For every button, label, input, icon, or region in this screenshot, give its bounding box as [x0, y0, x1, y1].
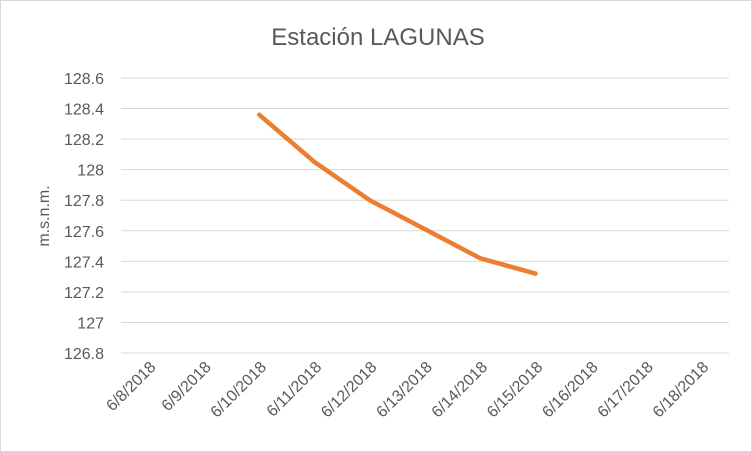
- x-tick-label: 6/9/2018: [159, 359, 215, 415]
- x-tick-label: 6/14/2018: [429, 359, 491, 421]
- y-tick-label: 127.2: [64, 285, 104, 302]
- chart-title: Estación LAGUNAS: [271, 24, 484, 51]
- y-tick-label: 128.2: [64, 132, 104, 149]
- y-tick-label: 127.4: [64, 254, 104, 271]
- y-tick-label: 127.8: [64, 193, 104, 210]
- y-tick-label: 127.6: [64, 224, 104, 241]
- x-tick-label: 6/12/2018: [318, 359, 380, 421]
- series-line: [256, 112, 538, 276]
- y-tick-label: 128: [77, 163, 104, 180]
- series-layer: [256, 112, 538, 276]
- x-tick-label: 6/13/2018: [373, 359, 435, 421]
- x-tick-label: 6/17/2018: [595, 359, 657, 421]
- gridlines: [121, 77, 729, 354]
- x-tick-label: 6/11/2018: [264, 359, 326, 421]
- y-tick-label: 128.6: [64, 71, 104, 88]
- x-tick-label: 6/10/2018: [208, 359, 270, 421]
- y-tick-label: 128.4: [64, 102, 104, 119]
- x-tick-label: 6/18/2018: [650, 359, 712, 421]
- y-tick-label: 127: [77, 315, 104, 332]
- x-axis-ticks: 6/8/2018 6/9/20186/10/20186/11/20186/12/2…: [103, 359, 712, 421]
- y-tick-label: 126.8: [64, 346, 104, 363]
- x-tick-label: 6/16/2018: [539, 359, 601, 421]
- y-axis-ticks: 126.8 127 127.2 127.4 127.6 127.8 128 128.2 128.…: [64, 71, 104, 363]
- y-axis-label: m.s.n.m.: [36, 185, 53, 246]
- x-tick-label: 6/8/2018: [103, 359, 159, 415]
- x-tick-label: 6/15/2018: [484, 359, 546, 421]
